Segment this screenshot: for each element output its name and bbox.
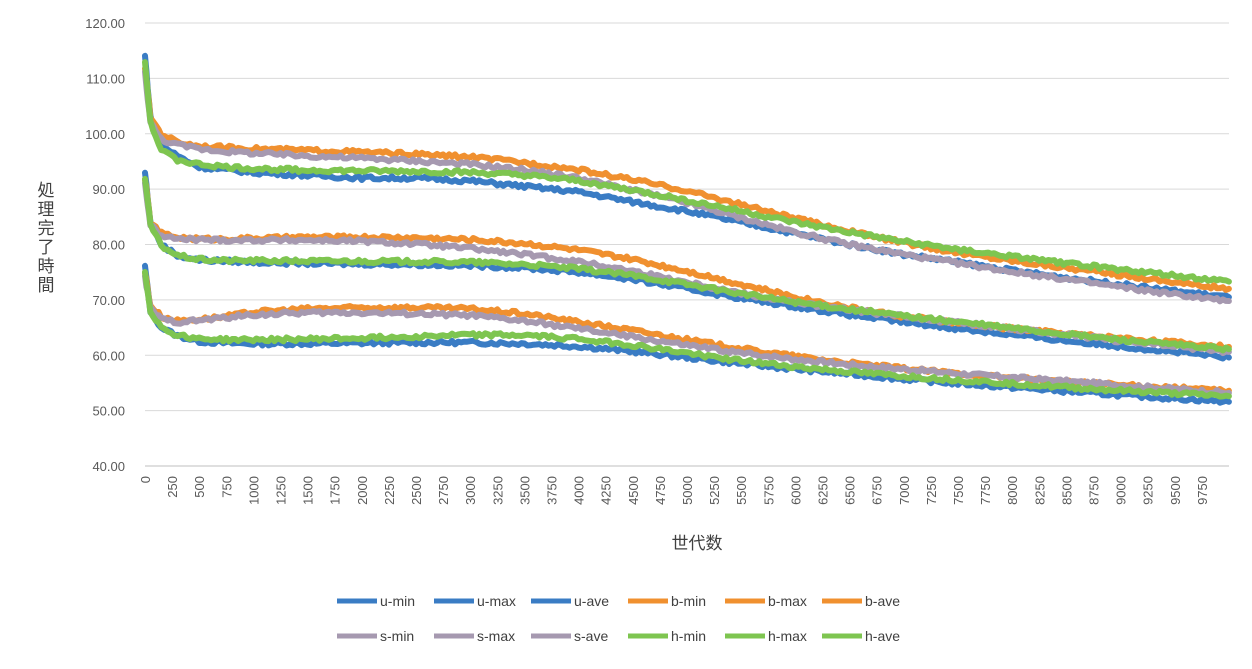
legend-label: s-max (477, 628, 515, 644)
legend-label: b-max (768, 593, 807, 609)
x-tick-label: 9250 (1141, 476, 1156, 505)
series-line-b-max (142, 65, 1232, 293)
x-tick-label: 8000 (1005, 476, 1020, 505)
x-tick-label: 3250 (490, 476, 505, 505)
x-tick-label: 1750 (328, 476, 343, 505)
legend-item-u-ave: u-ave (531, 593, 609, 609)
x-tick-label: 9000 (1114, 476, 1129, 505)
x-tick-label: 3000 (463, 476, 478, 505)
legend-label: s-min (380, 628, 414, 644)
x-tick-label: 500 (192, 476, 207, 498)
legend-label: u-max (477, 593, 516, 609)
series-line-h-ave (142, 175, 1232, 354)
gridlines (145, 22, 1229, 467)
legend-item-b-min: b-min (628, 593, 706, 609)
x-tick-label: 4000 (572, 476, 587, 505)
legend-item-b-ave: b-ave (822, 593, 900, 609)
x-tick-label: 6750 (870, 476, 885, 505)
legend-label: h-max (768, 628, 807, 644)
x-tick-label: 7250 (924, 476, 939, 505)
x-tick-label: 4500 (626, 476, 641, 505)
legend-label: b-ave (865, 593, 900, 609)
legend-item-s-max: s-max (434, 628, 515, 644)
x-tick-label: 5750 (761, 476, 776, 505)
x-tick-label: 2000 (355, 476, 370, 505)
y-tick-label: 70.00 (92, 293, 125, 308)
x-tick-label: 6500 (843, 476, 858, 505)
x-tick-label: 3500 (517, 476, 532, 505)
x-tick-label: 7750 (978, 476, 993, 505)
y-tick-label: 90.00 (92, 182, 125, 197)
x-axis-title: 世代数 (672, 534, 723, 554)
legend-item-u-min: u-min (337, 593, 415, 609)
legend-label: h-ave (865, 628, 900, 644)
legend-item-s-min: s-min (337, 628, 414, 644)
legend-label: h-min (671, 628, 706, 644)
legend-item-b-max: b-max (725, 593, 807, 609)
y-tick-label: 80.00 (92, 238, 125, 253)
series-lines (142, 52, 1232, 406)
x-tick-label: 1000 (246, 476, 261, 505)
series-line-s-min (142, 273, 1232, 397)
x-tick-label: 0 (138, 476, 153, 483)
series-line-h-min (142, 269, 1232, 400)
legend-item-u-max: u-max (434, 593, 516, 609)
x-tick-label: 1500 (301, 476, 316, 505)
x-tick-label: 4250 (599, 476, 614, 505)
x-tick-label: 4750 (653, 476, 668, 505)
x-tick-label: 5500 (734, 476, 749, 505)
x-tick-label: 2250 (382, 476, 397, 505)
y-tick-label: 110.00 (86, 71, 125, 86)
x-axis-tick-labels: 0 250 500 750 1000 1250 1500 1750 2000 2250 2500 27… (138, 476, 1210, 505)
x-tick-label: 1250 (274, 476, 289, 505)
x-tick-label: 9750 (1195, 476, 1210, 505)
x-tick-label: 7000 (897, 476, 912, 505)
x-tick-label: 2500 (409, 476, 424, 505)
x-tick-label: 750 (219, 476, 234, 498)
series-line-h-max (142, 59, 1232, 285)
x-tick-label: 2750 (436, 476, 451, 505)
legend-item-s-ave: s-ave (531, 628, 608, 644)
y-tick-label: 100.00 (85, 127, 125, 142)
y-tick-label: 120.00 (85, 16, 125, 31)
x-tick-label: 6000 (788, 476, 803, 505)
y-tick-label: 60.00 (92, 348, 125, 363)
legend-label: u-min (380, 593, 415, 609)
x-tick-label: 6250 (816, 476, 831, 505)
legend-label: b-min (671, 593, 706, 609)
legend-item-h-ave: h-ave (822, 628, 900, 644)
x-tick-label: 8750 (1087, 476, 1102, 505)
x-tick-label: 3750 (545, 476, 560, 505)
y-axis-title: 処理完了時間 (38, 181, 55, 296)
legend-label: u-ave (574, 593, 609, 609)
x-tick-label: 8250 (1032, 476, 1047, 505)
x-tick-label: 8500 (1059, 476, 1074, 505)
legend-item-h-max: h-max (725, 628, 807, 644)
legend-item-h-min: h-min (628, 628, 706, 644)
legend-label: s-ave (574, 628, 608, 644)
x-tick-label: 5250 (707, 476, 722, 505)
x-tick-label: 9500 (1168, 476, 1183, 505)
legend: u-min u-max u-ave b-min b-max b-ave s-min s-max… (337, 593, 900, 644)
x-tick-label: 5000 (680, 476, 695, 505)
x-tick-label: 250 (165, 476, 180, 498)
y-axis-tick-labels: 40.00 50.00 60.00 70.00 80.00 90.00 100.00 110.… (85, 16, 125, 474)
y-tick-label: 50.00 (92, 404, 125, 419)
x-tick-label: 7500 (951, 476, 966, 505)
y-tick-label: 40.00 (92, 459, 125, 474)
